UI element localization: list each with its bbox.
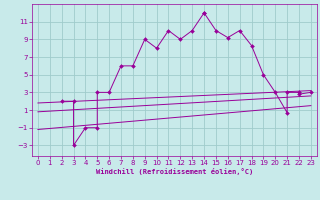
- X-axis label: Windchill (Refroidissement éolien,°C): Windchill (Refroidissement éolien,°C): [96, 168, 253, 175]
